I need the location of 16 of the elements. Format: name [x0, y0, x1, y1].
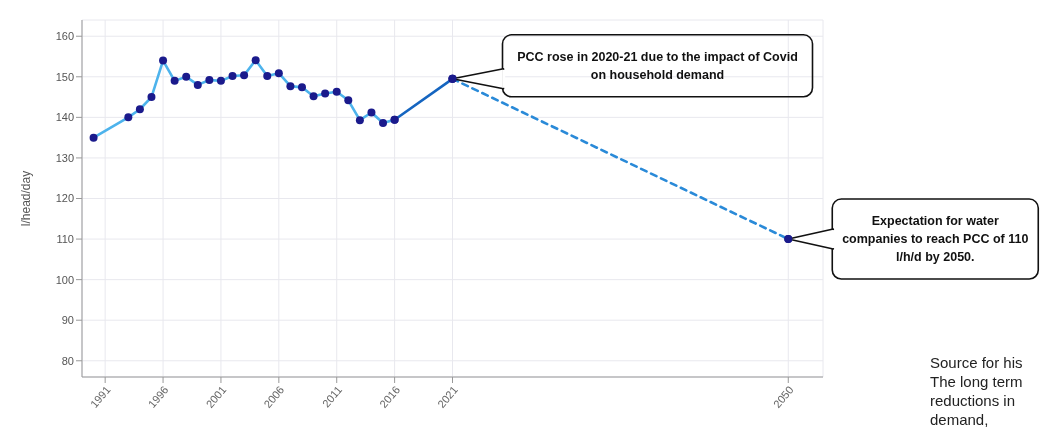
y-tick-label: 80: [61, 354, 74, 367]
annotation: Expectation for water companies to reach PCC of 110 l/h/d by 2050.: [841, 213, 1030, 267]
y-tick-label: 120: [55, 192, 74, 205]
y-tick-label: 110: [56, 232, 74, 245]
y-tick-label: 150: [55, 70, 74, 83]
y-tick-label: 90: [61, 314, 74, 327]
annotation: PCC rose in 2020-21 due to the impact of Covid on household demand: [516, 48, 799, 84]
text: demand,: [930, 410, 990, 429]
y-tick-label: 140: [55, 111, 74, 124]
source-note: Source for his: [930, 353, 1023, 372]
y-tick-label: 130: [55, 151, 74, 164]
y-tick-label: 100: [55, 273, 74, 286]
y-tick-label: 160: [55, 30, 74, 43]
text: reductions in: [930, 391, 1017, 410]
y-axis-title: l/head/day: [19, 170, 34, 227]
text: The long term: [930, 372, 1023, 391]
